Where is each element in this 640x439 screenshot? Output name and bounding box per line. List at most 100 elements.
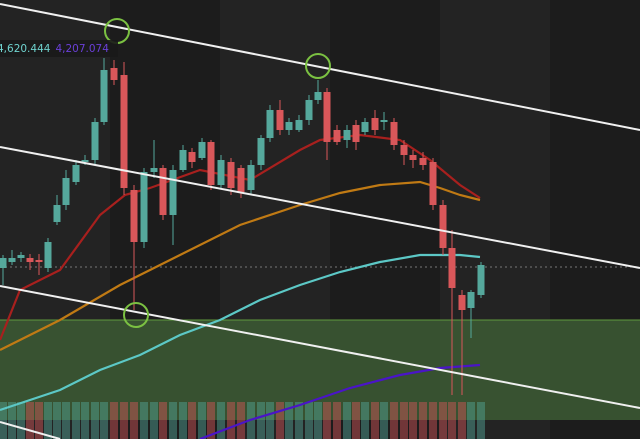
candle-body [44, 242, 52, 268]
candle-body [390, 122, 398, 145]
candle-body [305, 100, 313, 120]
volume-bar [35, 402, 43, 439]
volume-bar [110, 402, 118, 439]
candle-body [380, 120, 388, 122]
moving-average-line [199, 363, 481, 439]
candle-body [81, 160, 89, 162]
value-label: 4,620.444 [0, 43, 51, 55]
volume-bar [62, 402, 70, 439]
volume-bar [17, 402, 25, 439]
candle-body [295, 120, 303, 130]
candle-body [323, 92, 331, 142]
candle-body [333, 130, 341, 142]
candle-body [467, 292, 475, 308]
volume-bars [0, 402, 485, 439]
candle-body [110, 68, 118, 80]
candle-body [343, 130, 351, 140]
volume-bar [140, 402, 148, 439]
volume-bar [333, 402, 341, 439]
volume-bar [53, 402, 61, 439]
candle-body [448, 248, 456, 288]
candle-body [257, 138, 265, 165]
volume-bar [352, 402, 360, 439]
candle-body [266, 110, 274, 138]
volume-bar [44, 402, 52, 439]
volume-bar [361, 402, 369, 439]
volume-bar [198, 402, 206, 439]
volume-bar [323, 402, 331, 439]
volume-bar [217, 402, 225, 439]
volume-bar [477, 402, 485, 439]
candle-body [188, 152, 196, 162]
volume-bar [72, 402, 80, 439]
label-box [0, 40, 118, 57]
candle-body [458, 295, 466, 310]
volume-bar [81, 402, 89, 439]
candle-body [237, 168, 245, 192]
volume-bar [26, 402, 34, 439]
volume-bar [207, 402, 215, 439]
candle-body [314, 92, 322, 100]
candle-body [130, 190, 138, 242]
candle-body [62, 178, 70, 205]
volume-bar [419, 402, 427, 439]
volume-bar [100, 402, 108, 439]
volume-bar [448, 402, 456, 439]
volume-bar [8, 402, 16, 439]
volume-bar [305, 402, 313, 439]
candle-body [17, 255, 25, 258]
candle-body [8, 258, 16, 262]
candle-body [217, 160, 225, 185]
candle-body [361, 122, 369, 132]
candle-body [159, 168, 167, 215]
volume-bar [91, 402, 99, 439]
candle-body [35, 260, 43, 262]
volume-bar [266, 402, 274, 439]
candle-body [409, 155, 417, 160]
moving-average-line [0, 180, 481, 351]
volume-bar [276, 402, 284, 439]
volume-bar [439, 402, 447, 439]
candle-body [26, 258, 34, 262]
candle-body [352, 125, 360, 142]
volume-bar [314, 402, 322, 439]
volume-bar [458, 402, 466, 439]
volume-bar [169, 402, 177, 439]
candle-body [198, 142, 206, 158]
volume-bar [130, 402, 138, 439]
candle-body [371, 118, 379, 130]
candle-body [439, 205, 447, 248]
volume-bar [371, 402, 379, 439]
candle-body [227, 162, 235, 188]
candle-body [207, 142, 215, 185]
candle-body [150, 168, 158, 172]
candle-body [91, 122, 99, 160]
volume-bar [390, 402, 398, 439]
volume-bar [179, 402, 187, 439]
volume-bar [285, 402, 293, 439]
candle-body [477, 265, 485, 295]
volume-bar [237, 402, 245, 439]
support-zone [0, 320, 640, 420]
candle-body [72, 165, 80, 182]
candle-body [276, 110, 284, 130]
volume-bar [295, 402, 303, 439]
volume-bar [159, 402, 167, 439]
candle-body [120, 75, 128, 188]
volume-bar [0, 402, 7, 439]
volume-bar [343, 402, 351, 439]
candle-body [100, 70, 108, 122]
candle-body [400, 145, 408, 155]
candle-body [53, 205, 61, 222]
value-label: 4,207.074 [55, 43, 109, 55]
volume-bar [150, 402, 158, 439]
plot [0, 58, 485, 439]
candle-body [247, 165, 255, 190]
volume-bar [380, 402, 388, 439]
volume-bar [257, 402, 265, 439]
candle-body [179, 150, 187, 170]
volume-bar [467, 402, 475, 439]
volume-bar [409, 402, 417, 439]
